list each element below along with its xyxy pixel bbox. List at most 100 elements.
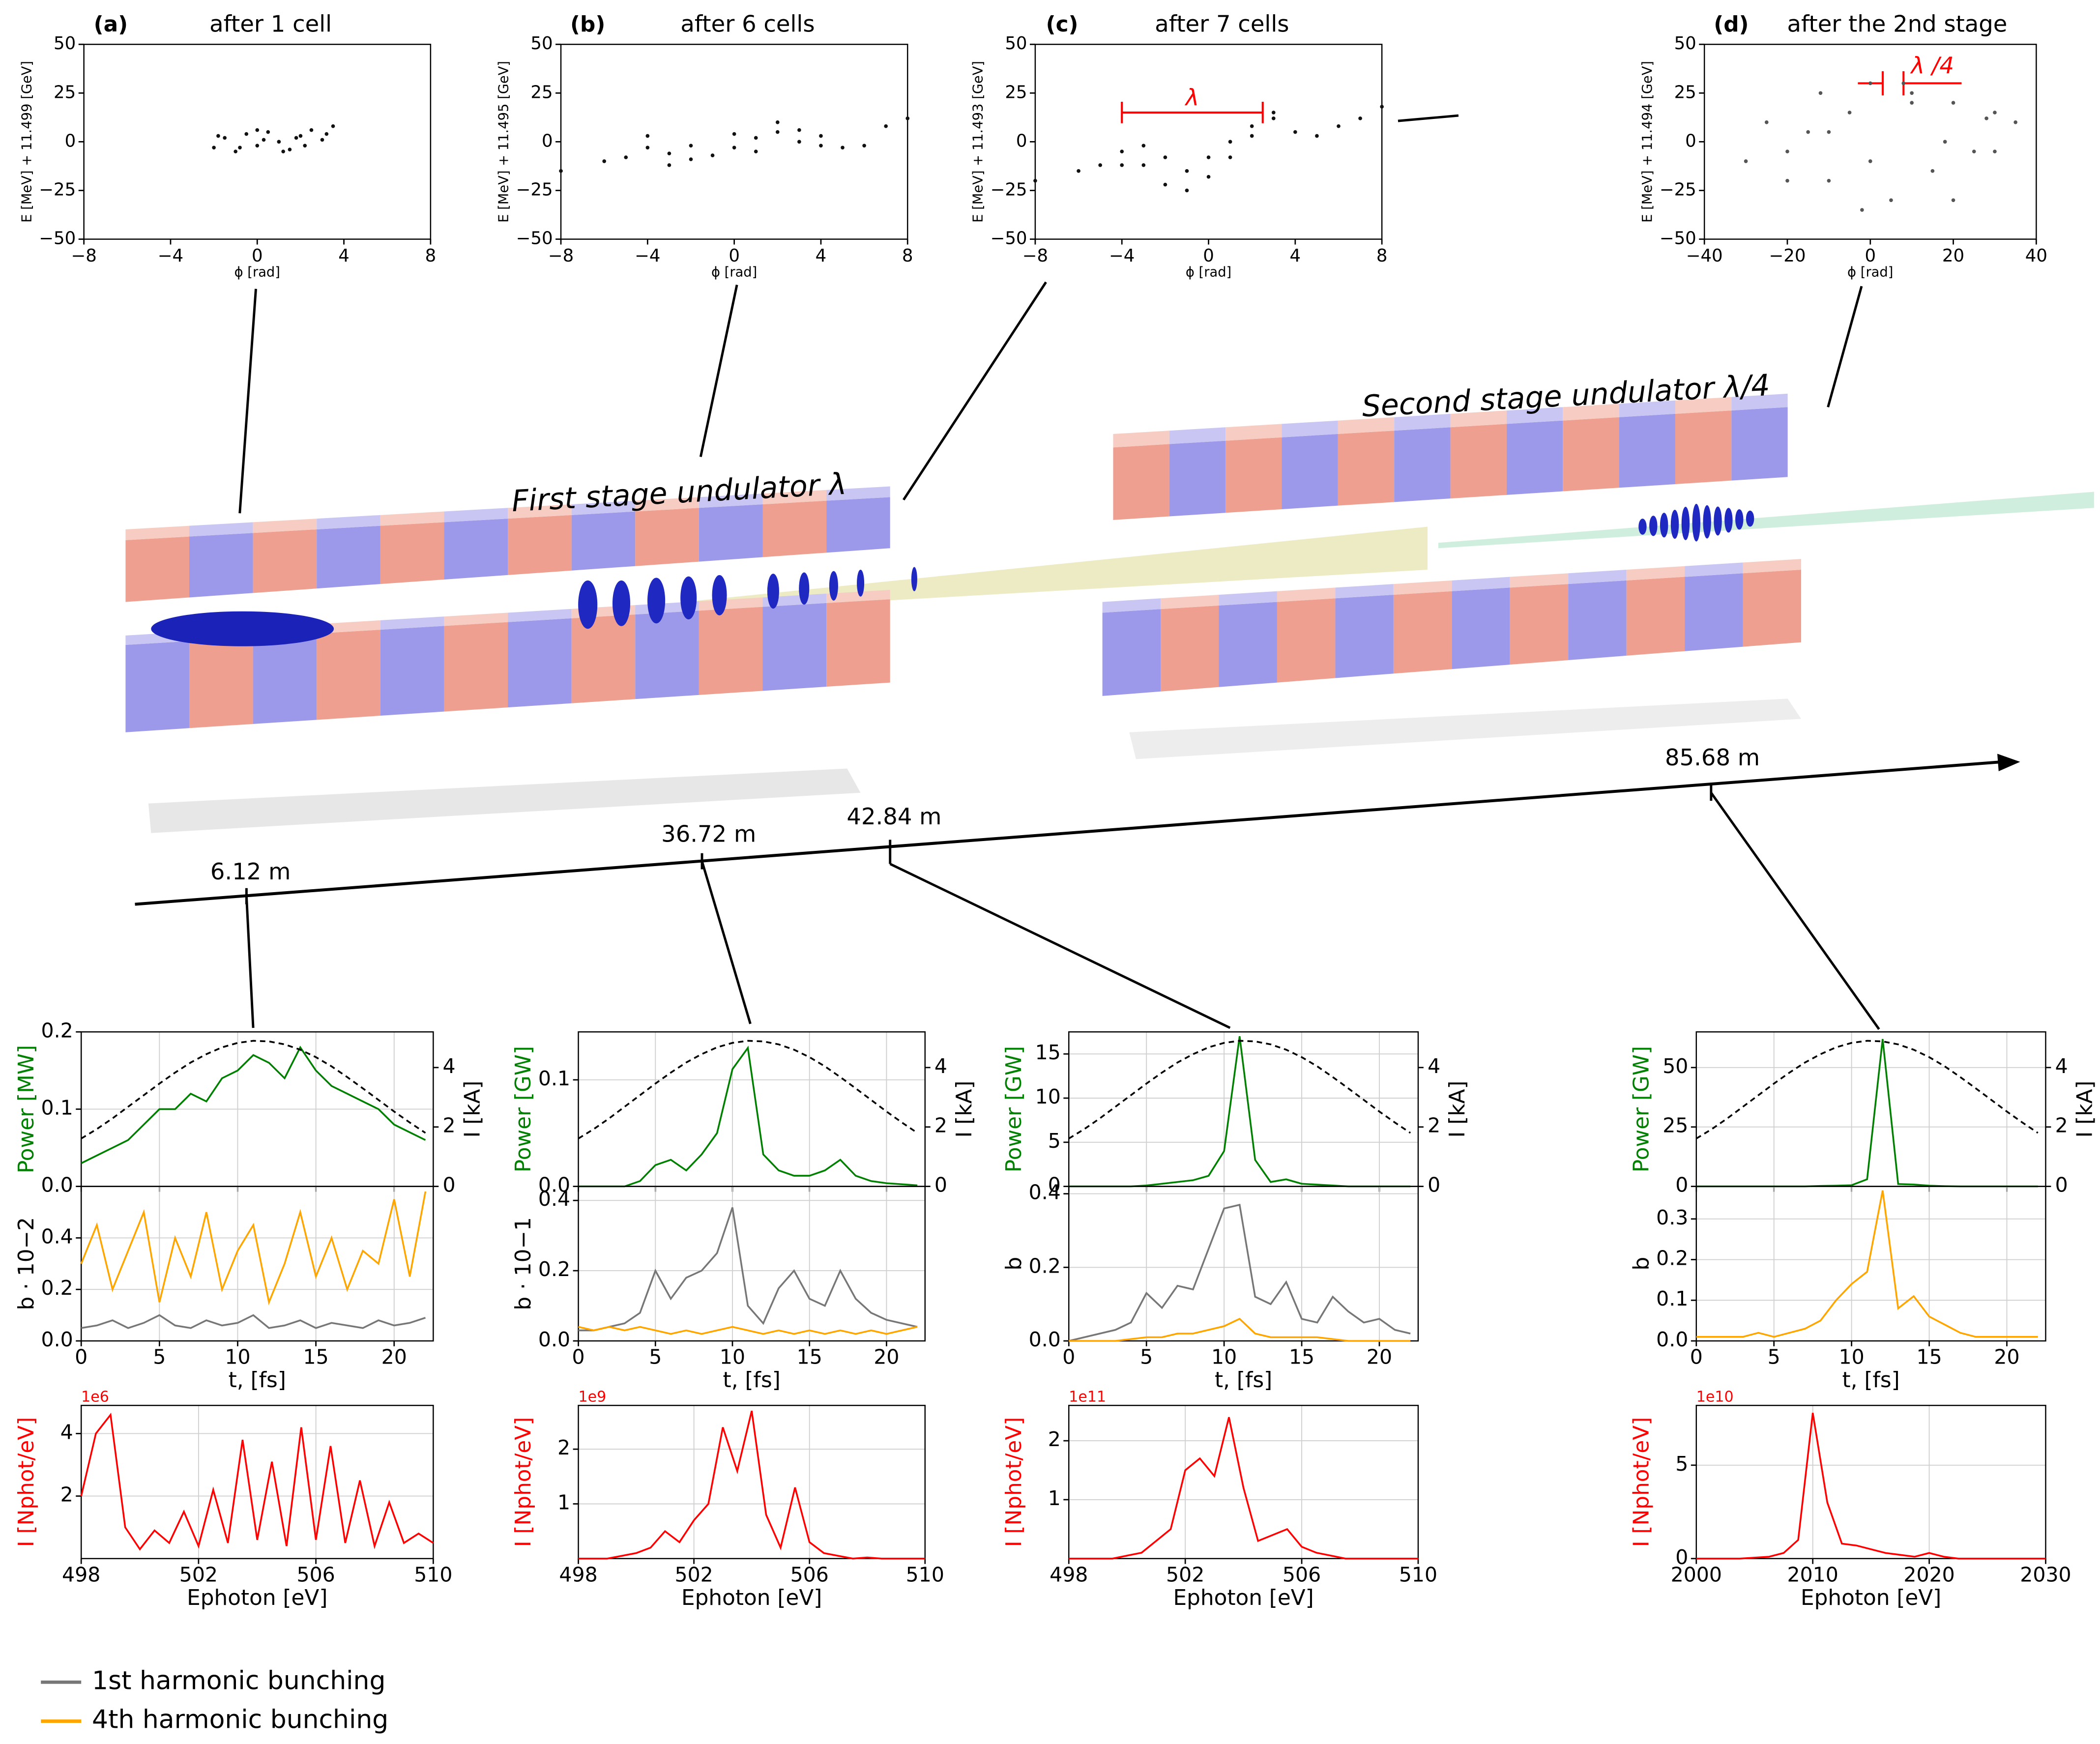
- x-tick-label: 506: [1283, 1563, 1321, 1586]
- y-tick-label: 0.1: [538, 1067, 570, 1090]
- data-point: [1077, 169, 1080, 173]
- undulator-segment: [1102, 609, 1161, 696]
- connector: [245, 896, 255, 1028]
- undulator-segment: [1506, 420, 1563, 495]
- data-point: [1033, 178, 1037, 183]
- data-point: [1141, 144, 1146, 148]
- y-axis-label: b: [1001, 1257, 1026, 1271]
- undulator-top: [571, 500, 636, 515]
- data-point: [1951, 198, 1955, 203]
- x-tick-label: 5: [153, 1345, 166, 1369]
- data-point: [233, 149, 238, 154]
- y-tick-label: 0.2: [41, 1276, 73, 1300]
- y2-tick-label: 0: [2055, 1173, 2068, 1197]
- y-tick-label: −25: [991, 179, 1027, 200]
- plot-frame: [578, 1031, 926, 1187]
- undulator-top: [1282, 420, 1338, 437]
- microbunch: [647, 578, 666, 624]
- y-axis-label: b: [1629, 1257, 1654, 1271]
- data-point: [1827, 130, 1831, 134]
- undulator-segment: [444, 519, 508, 580]
- x-axis-label: ϕ [rad]: [711, 264, 757, 280]
- undulator-segment: [1685, 573, 1743, 651]
- microbunch: [767, 574, 779, 609]
- x-axis-label: Ephoton [eV]: [1173, 1585, 1313, 1610]
- data-point: [298, 134, 303, 138]
- undulator-segment: [317, 630, 380, 720]
- y-tick-label: 50: [1674, 33, 1696, 54]
- x-tick-label: −8: [71, 246, 96, 266]
- y2-tick-label: 0: [442, 1173, 455, 1197]
- data-point: [1984, 116, 1988, 120]
- x-tick-label: −20: [1769, 246, 1806, 266]
- diagram: [125, 114, 2094, 1030]
- y2-axis-label: I [kA]: [2072, 1080, 2097, 1137]
- x-tick-label: −8: [548, 246, 574, 266]
- data-point: [255, 144, 260, 148]
- y-tick-label: 2: [60, 1483, 73, 1507]
- x-axis-label: t, [fs]: [1215, 1367, 1272, 1393]
- data-line: [1068, 1203, 1411, 1342]
- data-point: [1764, 120, 1769, 124]
- data-point: [732, 145, 736, 150]
- undulator-segment: [1619, 413, 1675, 488]
- chart-title: after 1 cell: [209, 10, 332, 37]
- x-tick-label: −4: [1109, 246, 1135, 266]
- data-point: [309, 128, 314, 132]
- x-tick-label: −4: [635, 246, 660, 266]
- data-point: [1315, 134, 1319, 138]
- x-tick-label: 15: [1289, 1345, 1314, 1369]
- legend-label: 1st harmonic bunching: [92, 1666, 385, 1695]
- x-axis-label: ϕ [rad]: [1186, 264, 1231, 280]
- y-tick-label: 0.0: [1656, 1328, 1688, 1351]
- undulator-top: [125, 525, 190, 540]
- x-tick-label: −8: [1022, 246, 1048, 266]
- data-point: [1910, 101, 1914, 105]
- y-tick-label: 0.2: [1656, 1247, 1688, 1270]
- x-axis-label: t, [fs]: [723, 1367, 781, 1393]
- data-point: [1860, 208, 1864, 212]
- microbunch: [911, 567, 917, 591]
- plot-frame: [1068, 1186, 1419, 1342]
- data-point: [1206, 174, 1211, 179]
- plot-frame: [1695, 1186, 2046, 1342]
- data-point: [320, 138, 324, 142]
- x-tick-label: 2000: [1671, 1563, 1722, 1586]
- data-point: [281, 149, 285, 154]
- data-point: [1163, 182, 1167, 187]
- data-point: [1785, 149, 1789, 154]
- data-point: [667, 151, 671, 155]
- undulator-top: [189, 522, 253, 537]
- data-point: [294, 136, 298, 140]
- data-point: [819, 134, 823, 138]
- undulator-segment: [1452, 587, 1510, 669]
- undulator-segment: [635, 610, 699, 699]
- undulator-segment: [253, 633, 317, 724]
- undulator-top: [762, 490, 827, 504]
- undulator-segment: [380, 626, 444, 716]
- connector: [238, 289, 257, 514]
- y2-axis-label: I [kA]: [1445, 1080, 1470, 1137]
- plot-frame: [1695, 1404, 2046, 1560]
- data-point: [277, 140, 281, 144]
- data-point: [1930, 169, 1935, 173]
- y-tick-label: 50: [54, 33, 76, 54]
- data-point: [689, 144, 693, 148]
- y2-tick-label: 4: [1428, 1054, 1440, 1078]
- microbunch: [1638, 519, 1647, 535]
- y2-tick-label: 2: [934, 1114, 947, 1137]
- chart-title: after the 2nd stage: [1787, 10, 2007, 37]
- data-point: [1993, 149, 1997, 154]
- x-tick-label: 2020: [1903, 1563, 1954, 1586]
- y-tick-label: −25: [516, 179, 553, 200]
- chart-title: after 6 cells: [680, 10, 815, 37]
- y2-tick-label: 2: [442, 1114, 455, 1137]
- undulator-top: [380, 511, 444, 526]
- x-tick-label: 0: [729, 246, 740, 266]
- y-tick-label: −50: [1660, 229, 1696, 249]
- x-tick-label: 0: [572, 1345, 585, 1369]
- x-axis-label: Ephoton [eV]: [187, 1585, 327, 1610]
- x-tick-label: 0: [252, 246, 263, 266]
- undulator-top: [1394, 413, 1451, 431]
- undulator-segment: [189, 637, 253, 728]
